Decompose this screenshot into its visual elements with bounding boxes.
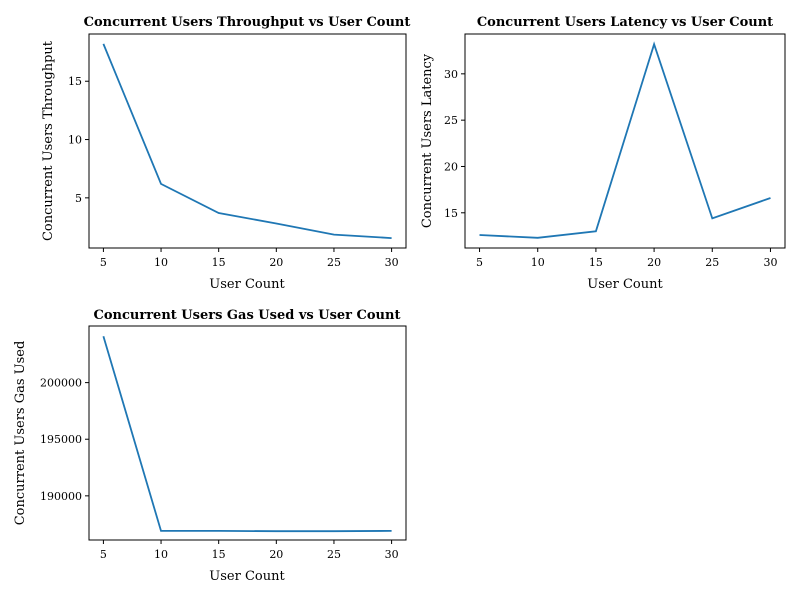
y-axis-label: Concurrent Users Throughput: [41, 40, 56, 241]
series-line: [102, 335, 392, 533]
plot-frame: [464, 33, 786, 249]
x-tick-label: 15: [589, 256, 603, 269]
x-tick-label: 5: [100, 548, 107, 561]
x-tick-label: 30: [763, 256, 777, 269]
y-axis-label: Concurrent Users Gas Used: [13, 341, 28, 526]
y-tick-label: 15: [444, 207, 458, 220]
chart-gas-used: Concurrent Users Gas Used vs User Count …: [13, 308, 407, 584]
chart-throughput: Concurrent Users Throughput vs User Coun…: [41, 15, 410, 292]
y-axis: 5 10 15: [68, 75, 89, 205]
x-axis-label: User Count: [587, 277, 663, 292]
chart-latency: Concurrent Users Latency vs User Count 5…: [420, 15, 786, 292]
y-tick-label: 190000: [40, 490, 82, 503]
plot-frame: [88, 33, 407, 249]
chart-title: Concurrent Users Throughput vs User Coun…: [84, 15, 411, 30]
plot-frame: [88, 325, 407, 541]
series-line: [102, 43, 392, 239]
chart-title: Concurrent Users Latency vs User Count: [477, 15, 773, 30]
y-tick-label: 25: [444, 114, 458, 127]
x-tick-label: 15: [212, 256, 226, 269]
x-tick-label: 10: [154, 548, 168, 561]
x-axis: 5 10 15 20 25 30: [100, 248, 399, 269]
x-tick-label: 5: [476, 256, 483, 269]
y-tick-label: 5: [75, 192, 82, 205]
x-tick-label: 5: [100, 256, 107, 269]
x-tick-label: 15: [212, 548, 226, 561]
y-tick-label: 200000: [40, 377, 82, 390]
x-tick-label: 30: [385, 548, 399, 561]
y-tick-label: 20: [444, 160, 458, 173]
x-tick-label: 10: [154, 256, 168, 269]
x-axis: 5 10 15 20 25 30: [476, 248, 777, 269]
y-axis: 15 20 25 30: [444, 68, 465, 220]
y-tick-label: 15: [68, 75, 82, 88]
x-tick-label: 20: [269, 548, 283, 561]
y-tick-label: 195000: [40, 433, 82, 446]
x-tick-label: 25: [327, 256, 341, 269]
x-tick-label: 20: [269, 256, 283, 269]
x-axis-label: User Count: [209, 277, 285, 292]
x-tick-label: 25: [327, 548, 341, 561]
x-axis-label: User Count: [209, 569, 285, 584]
series-line: [479, 41, 771, 239]
y-axis: 190000 195000 200000: [40, 377, 89, 503]
x-axis: 5 10 15 20 25 30: [100, 540, 399, 561]
chart-title: Concurrent Users Gas Used vs User Count: [94, 308, 401, 323]
y-tick-label: 30: [444, 68, 458, 81]
x-tick-label: 10: [531, 256, 545, 269]
y-axis-label: Concurrent Users Latency: [420, 53, 435, 228]
x-tick-label: 25: [705, 256, 719, 269]
x-tick-label: 20: [647, 256, 661, 269]
y-tick-label: 10: [68, 134, 82, 147]
x-tick-label: 30: [385, 256, 399, 269]
